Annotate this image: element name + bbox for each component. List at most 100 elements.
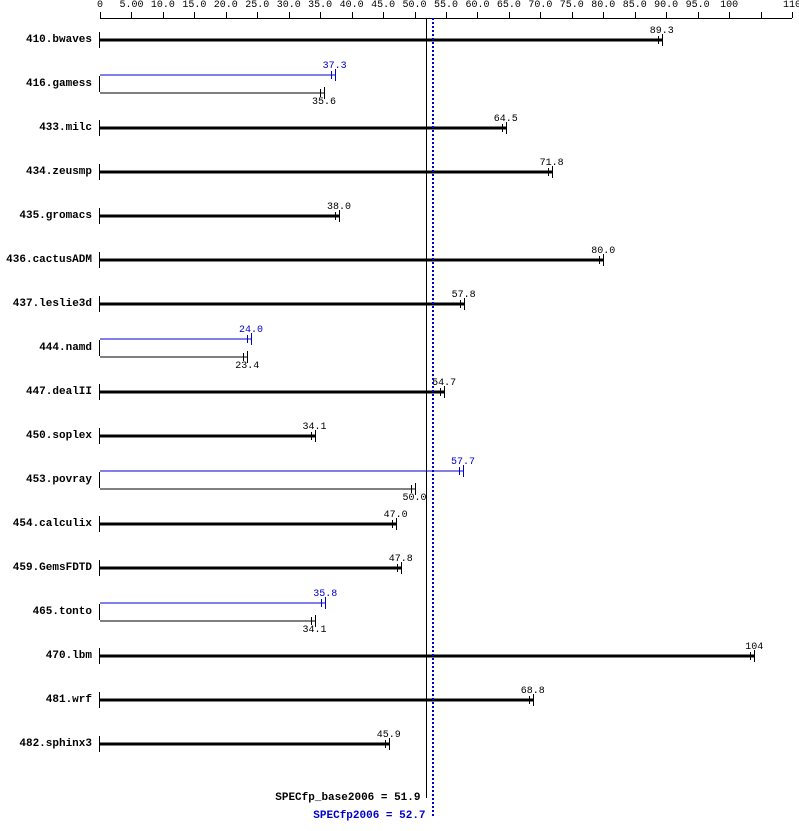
base-bar-inner-tick	[460, 300, 461, 308]
base-bar	[100, 743, 389, 746]
base-value-label: 57.8	[452, 290, 476, 301]
benchmark-label: 433.milc	[0, 122, 92, 134]
base-value-label: 47.8	[389, 554, 413, 565]
axis-line	[100, 18, 792, 19]
base-bar-inner-tick	[658, 36, 659, 44]
axis-tick	[100, 12, 101, 18]
benchmark-label: 470.lbm	[0, 650, 92, 662]
base-value-label: 54.7	[432, 378, 456, 389]
axis-tick	[603, 12, 604, 18]
benchmark-label: 444.namd	[0, 342, 92, 354]
axis-tick	[792, 12, 793, 18]
axis-tick	[540, 12, 541, 18]
base-value-label: 45.9	[377, 730, 401, 741]
row-origin-tick	[99, 472, 100, 488]
base-bar	[100, 93, 324, 94]
axis-tick	[415, 12, 416, 18]
benchmark-label: 450.soplex	[0, 430, 92, 442]
axis-tick-label: 90.0	[654, 0, 678, 11]
peak-bar	[100, 471, 463, 472]
peak-bar	[100, 75, 335, 76]
axis-tick	[761, 12, 762, 18]
base-value-label: 80.0	[591, 246, 615, 257]
base-bar	[100, 699, 533, 702]
axis-tick-label: 70.0	[528, 0, 552, 11]
base-bar-inner-tick	[440, 388, 441, 396]
base-bar	[100, 171, 552, 174]
base-value-label: 89.3	[650, 26, 674, 37]
axis-tick-label: 100	[720, 0, 738, 11]
benchmark-label: 434.zeusmp	[0, 166, 92, 178]
axis-tick-label: 15.0	[182, 0, 206, 11]
axis-tick-label: 55.0	[434, 0, 458, 11]
axis-tick-label: 60.0	[465, 0, 489, 11]
base-bar-inner-tick	[502, 124, 503, 132]
row-origin-tick	[99, 76, 100, 92]
base-value-label: 34.1	[303, 422, 327, 433]
row-origin-tick	[99, 604, 100, 620]
benchmark-label: 447.dealII	[0, 386, 92, 398]
axis-tick	[383, 12, 384, 18]
axis-tick	[352, 12, 353, 18]
benchmark-label: 410.bwaves	[0, 34, 92, 46]
base-bar-inner-tick	[599, 256, 600, 264]
base-bar-inner-tick	[397, 564, 398, 572]
axis-tick-label: 50.0	[403, 0, 427, 11]
base-value-label: 50.0	[403, 493, 427, 504]
benchmark-label: 454.calculix	[0, 518, 92, 530]
base-bar	[100, 39, 662, 42]
base-bar	[100, 391, 444, 394]
benchmark-label: 459.GemsFDTD	[0, 562, 92, 574]
axis-tick-label: 10.0	[151, 0, 175, 11]
base-bar-inner-tick	[548, 168, 549, 176]
peak-value-label: 24.0	[239, 325, 263, 336]
base-bar	[100, 621, 315, 622]
axis-tick	[226, 12, 227, 18]
base-bar	[100, 303, 464, 306]
base-value-label: 34.1	[303, 625, 327, 636]
row-origin-tick	[99, 340, 100, 356]
base-value-label: 47.0	[384, 510, 408, 521]
axis-tick-label: 35.0	[308, 0, 332, 11]
axis-tick-label: 65.0	[497, 0, 521, 11]
base-bar	[100, 127, 506, 130]
base-bar	[100, 523, 396, 526]
benchmark-label: 437.leslie3d	[0, 298, 92, 310]
peak-bar-inner-tick	[459, 467, 460, 475]
base-bar	[100, 489, 415, 490]
axis-tick-label: 80.0	[591, 0, 615, 11]
peak-bar	[100, 603, 325, 604]
base-bar-inner-tick	[411, 485, 412, 493]
base-bar-inner-tick	[243, 353, 244, 361]
axis-tick	[666, 12, 667, 18]
base-bar-inner-tick	[385, 740, 386, 748]
benchmark-label: 436.cactusADM	[0, 254, 92, 266]
peak-value-label: 35.8	[313, 589, 337, 600]
axis-tick-label: 40.0	[340, 0, 364, 11]
benchmark-label: 416.gamess	[0, 78, 92, 90]
axis-tick	[509, 12, 510, 18]
axis-tick	[572, 12, 573, 18]
axis-tick	[163, 12, 164, 18]
peak-bar-inner-tick	[331, 71, 332, 79]
axis-tick	[477, 12, 478, 18]
benchmark-label: 453.povray	[0, 474, 92, 486]
axis-tick	[698, 12, 699, 18]
axis-tick-label: 110	[783, 0, 799, 11]
axis-tick	[635, 12, 636, 18]
peak-bar	[100, 339, 251, 340]
spec-benchmark-chart: 05.0010.015.020.025.030.035.040.045.050.…	[0, 0, 799, 831]
peak-summary-label: SPECfp2006 = 52.7	[0, 810, 426, 822]
base-bar	[100, 567, 401, 570]
benchmark-label: 435.gromacs	[0, 210, 92, 222]
axis-tick	[729, 12, 730, 18]
benchmark-label: 481.wrf	[0, 694, 92, 706]
axis-tick-label: 0	[97, 0, 103, 11]
axis-tick	[194, 12, 195, 18]
axis-tick-label: 75.0	[560, 0, 584, 11]
axis-tick-label: 85.0	[623, 0, 647, 11]
axis-tick	[446, 12, 447, 18]
axis-tick-label: 30.0	[277, 0, 301, 11]
base-bar-inner-tick	[311, 617, 312, 625]
base-bar-inner-tick	[311, 432, 312, 440]
